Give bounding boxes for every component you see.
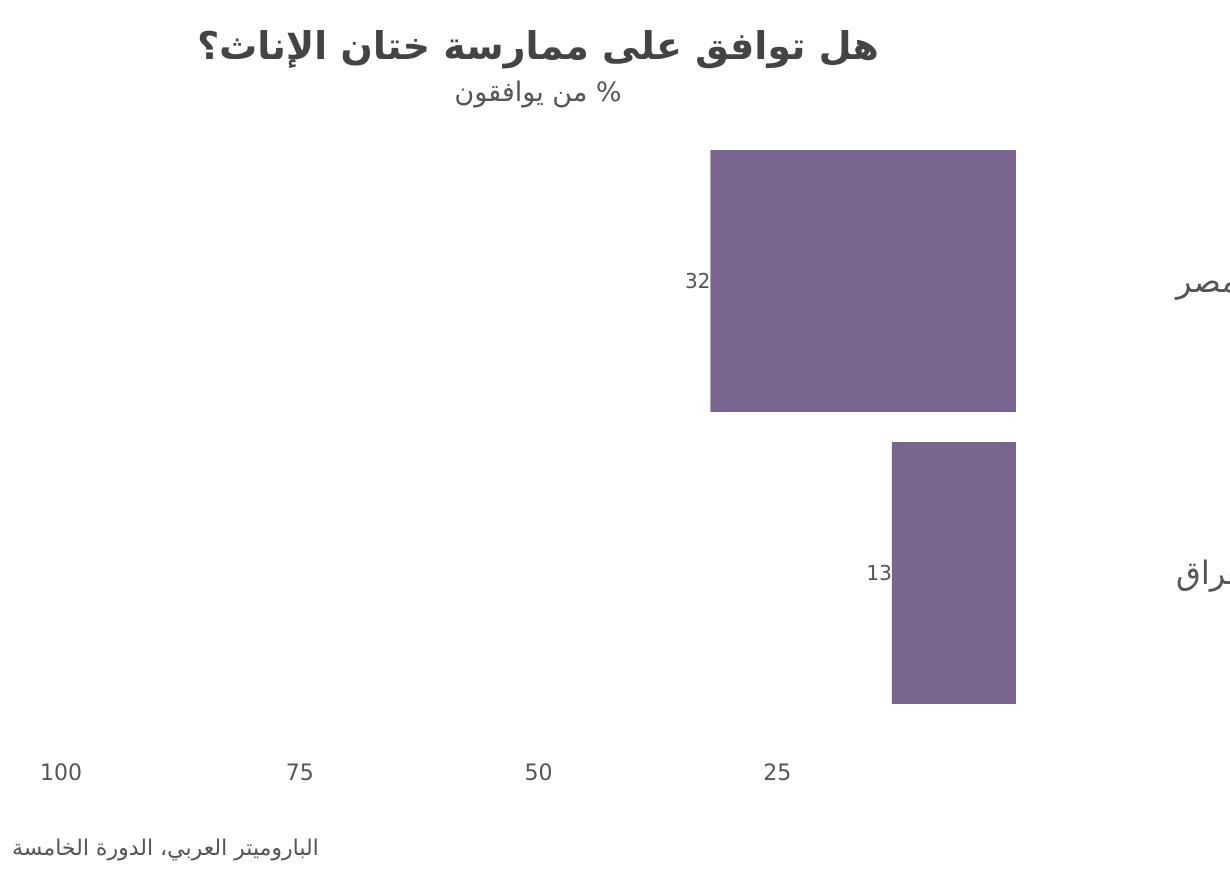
- x-tick-label-3: 25: [763, 761, 791, 786]
- x-tick-label-0: 100: [40, 761, 82, 786]
- bar-1: [891, 442, 1016, 704]
- data-label-1: 13: [866, 561, 891, 585]
- x-tick-label-2: 50: [525, 761, 553, 786]
- chart-title: هل توافق على ممارسة ختان الإناث؟: [197, 24, 879, 68]
- category-label-1: العراق: [1176, 554, 1230, 592]
- x-tick-label-1: 75: [286, 761, 314, 786]
- data-label-0: 32: [685, 269, 710, 293]
- category-label-0: مصر: [1174, 262, 1230, 300]
- chart-source: البارومیتر العربي، الدورة الخامسة: [12, 836, 319, 861]
- bar-0: [710, 150, 1016, 412]
- chart-subtitle: % من يوافقون: [454, 77, 622, 108]
